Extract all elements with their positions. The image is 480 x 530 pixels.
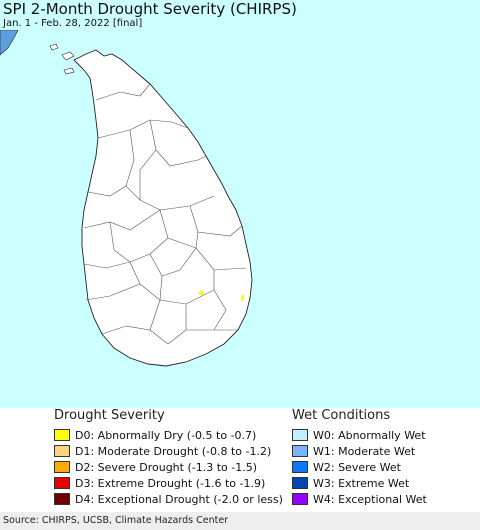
legend-item-d2: D2: Severe Drought (-1.3 to -1.5) <box>54 459 283 475</box>
legend-swatch <box>54 461 70 473</box>
drought-legend: Drought Severity D0: Abnormally Dry (-0.… <box>54 408 283 507</box>
legend-label: D3: Extreme Drought (-1.6 to -1.9) <box>75 476 266 490</box>
wet-legend-heading: Wet Conditions <box>292 408 391 423</box>
mainland-corner <box>0 30 19 56</box>
drought-area-d0 <box>199 291 203 295</box>
island <box>61 51 75 61</box>
legend-swatch <box>292 461 308 473</box>
wet-legend: Wet Conditions W0: Abnormally Wet W1: Mo… <box>292 408 427 507</box>
legend-label: W2: Severe Wet <box>313 460 401 474</box>
legend-item-w2: W2: Severe Wet <box>292 459 427 475</box>
sri-lanka-map <box>0 30 480 408</box>
legend-label: D4: Exceptional Drought (-2.0 or less) <box>75 492 283 506</box>
island <box>63 67 75 75</box>
source-credit: Source: CHIRPS, UCSB, Climate Hazards Ce… <box>3 515 229 526</box>
legend-swatch <box>292 477 308 489</box>
island <box>49 43 59 51</box>
legend-label: W3: Extreme Wet <box>313 476 410 490</box>
ocean <box>0 30 480 408</box>
legend-item-w1: W1: Moderate Wet <box>292 443 427 459</box>
legend-item-w4: W4: Exceptional Wet <box>292 491 427 507</box>
legend-swatch <box>292 445 308 457</box>
legend-swatch <box>54 493 70 505</box>
legend-item-w0: W0: Abnormally Wet <box>292 427 427 443</box>
drought-legend-heading: Drought Severity <box>54 408 165 423</box>
drought-area-d0 <box>241 295 244 301</box>
legend-label: W1: Moderate Wet <box>313 444 416 458</box>
legend-swatch <box>292 493 308 505</box>
legend-item-w3: W3: Extreme Wet <box>292 475 427 491</box>
legend-item-d3: D3: Extreme Drought (-1.6 to -1.9) <box>54 475 283 491</box>
legend-item-d1: D1: Moderate Drought (-0.8 to -1.2) <box>54 443 283 459</box>
legend-label: W0: Abnormally Wet <box>313 428 426 442</box>
island-outline <box>73 49 253 367</box>
map-title: SPI 2-Month Drought Severity (CHIRPS) <box>3 0 297 18</box>
legend-swatch <box>292 429 308 441</box>
legend-swatch <box>54 477 70 489</box>
legend-label: D0: Abnormally Dry (-0.5 to -0.7) <box>75 428 257 442</box>
map-subtitle: Jan. 1 - Feb. 28, 2022 [final] <box>3 18 143 29</box>
legend-swatch <box>54 445 70 457</box>
legend-item-d4: D4: Exceptional Drought (-2.0 or less) <box>54 491 283 507</box>
legend-swatch <box>54 429 70 441</box>
legend-label: D2: Severe Drought (-1.3 to -1.5) <box>75 460 258 474</box>
map-area[interactable] <box>0 30 480 408</box>
title-bar: SPI 2-Month Drought Severity (CHIRPS) Ja… <box>0 0 480 30</box>
district-boundaries <box>83 83 247 345</box>
legend-label: W4: Exceptional Wet <box>313 492 427 506</box>
footer: Source: CHIRPS, UCSB, Climate Hazards Ce… <box>0 512 480 530</box>
legend-item-d0: D0: Abnormally Dry (-0.5 to -0.7) <box>54 427 283 443</box>
legend-label: D1: Moderate Drought (-0.8 to -1.2) <box>75 444 272 458</box>
